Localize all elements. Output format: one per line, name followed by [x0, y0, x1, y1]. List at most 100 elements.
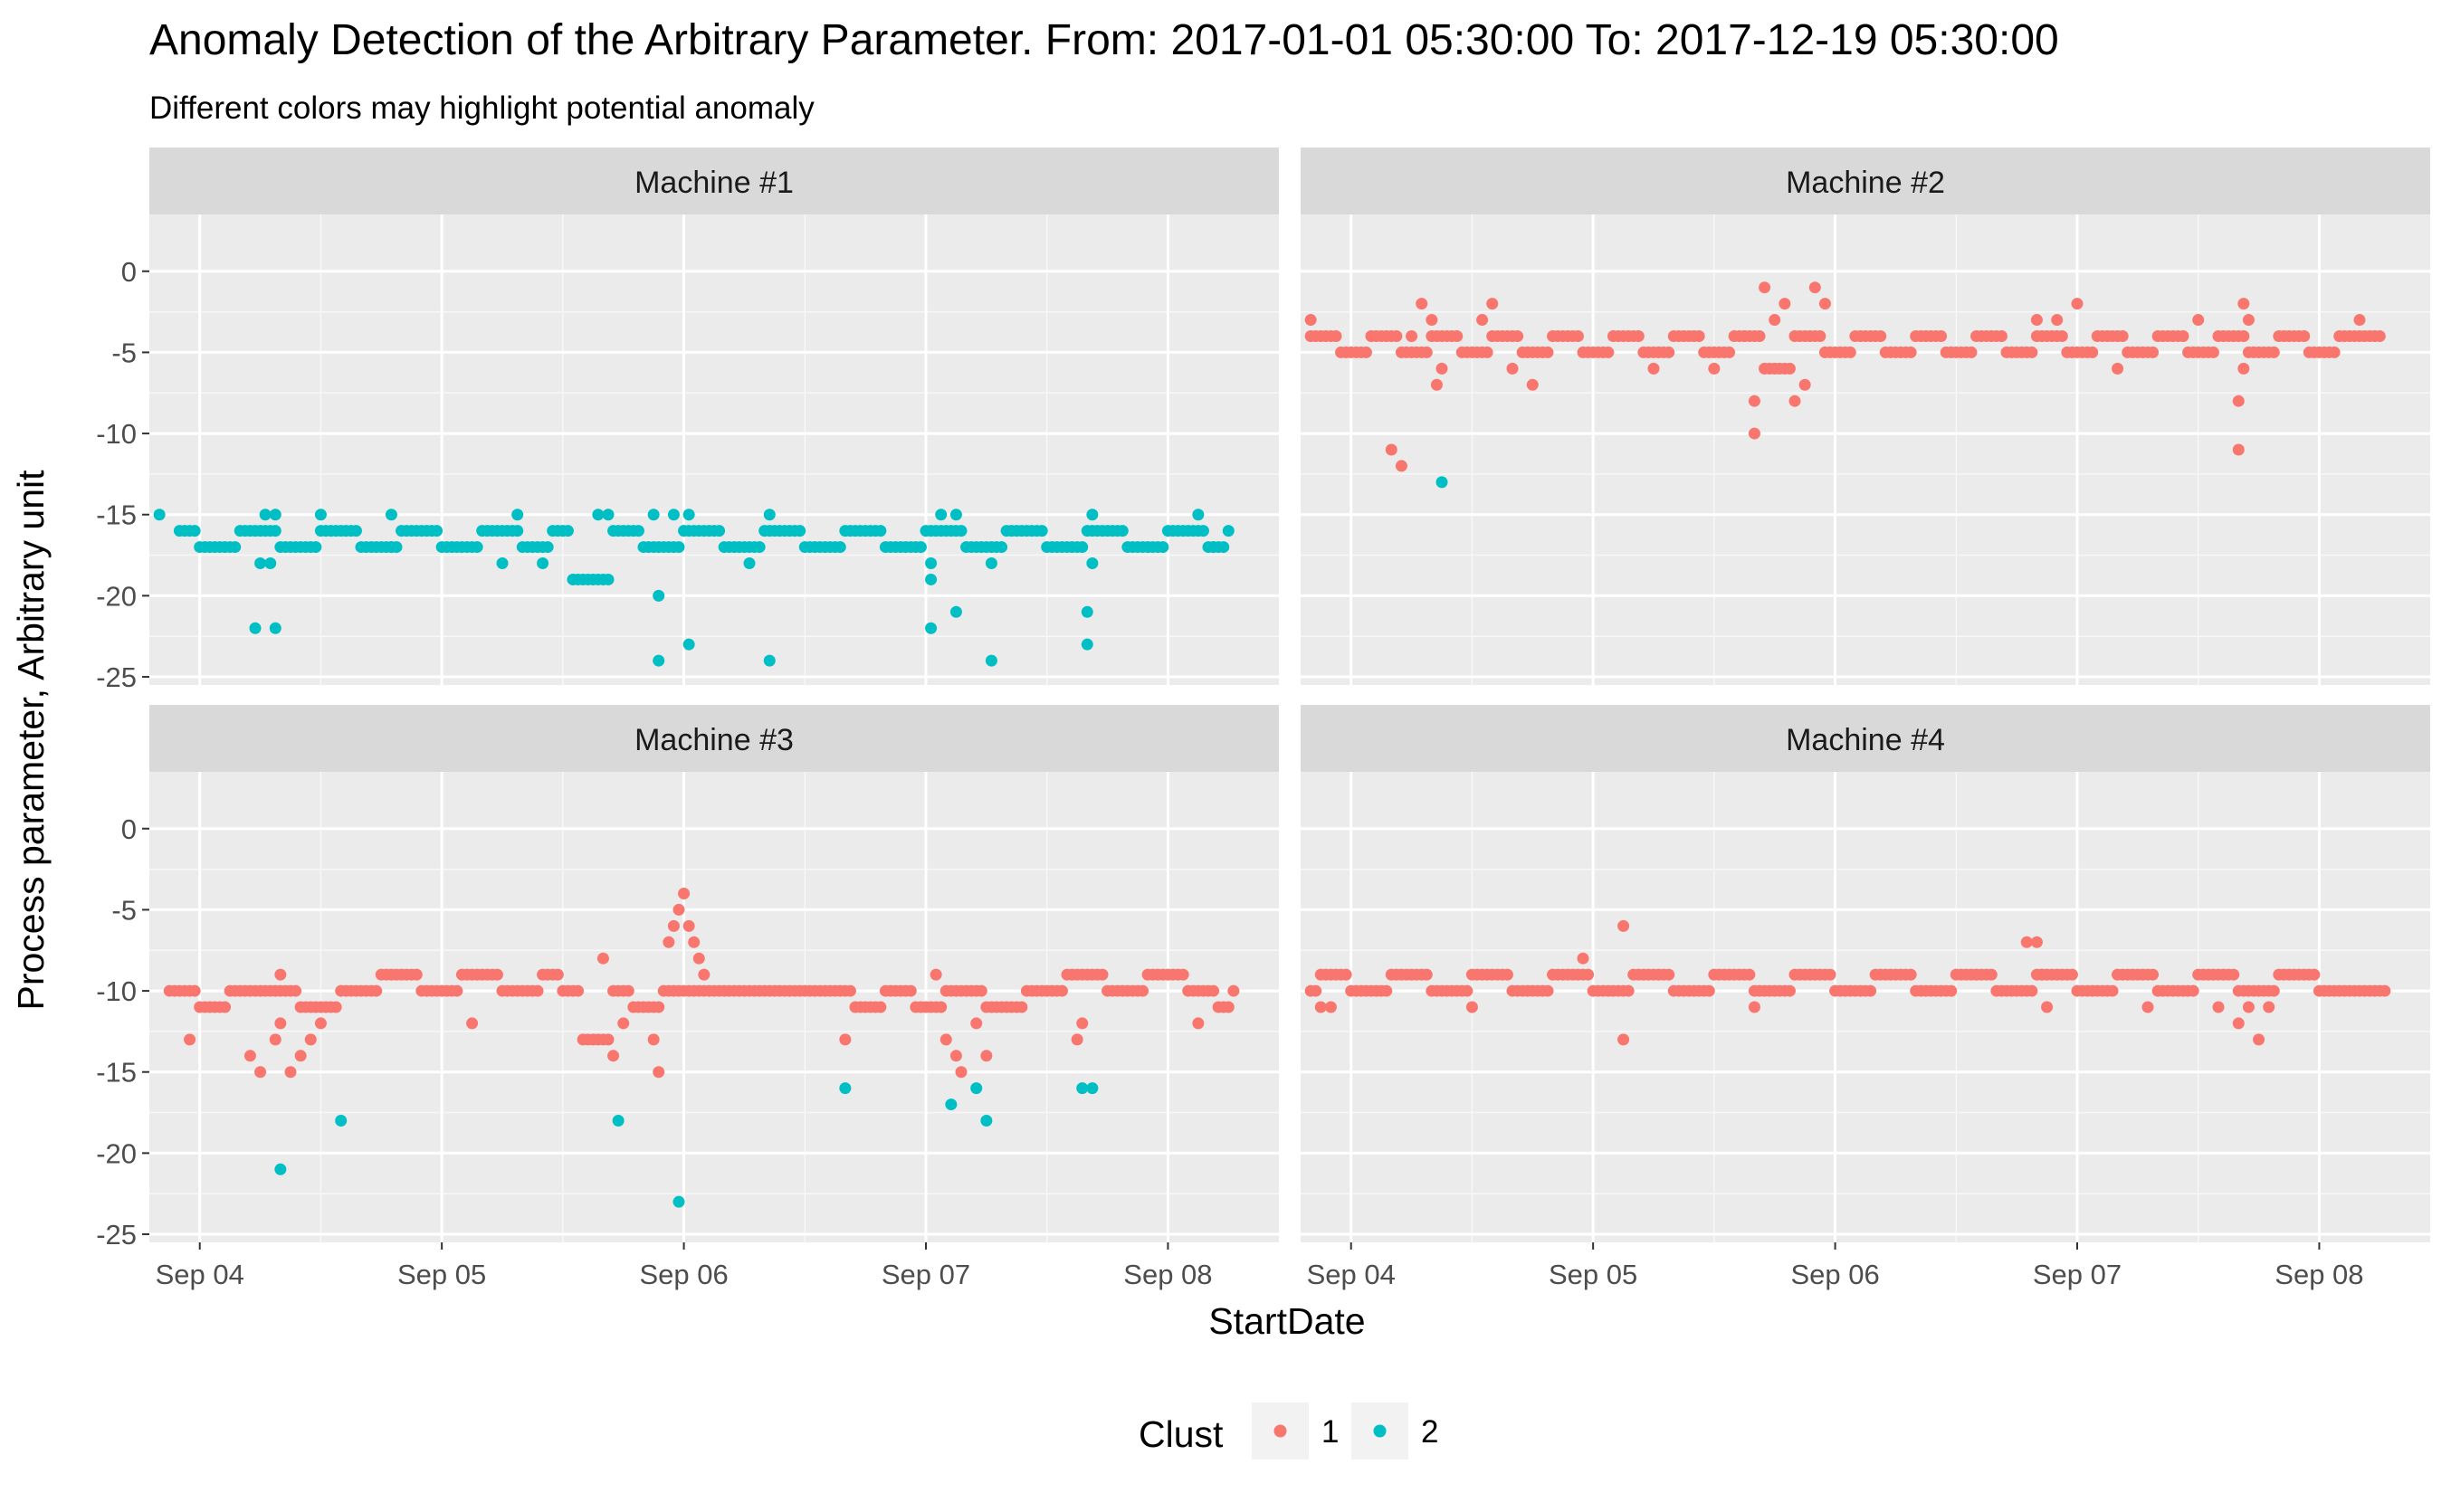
x-tick-label: Sep 04	[156, 1259, 244, 1290]
data-point-cluster-1	[531, 984, 544, 997]
panel-background	[1301, 772, 2430, 1242]
data-point-cluster-2	[612, 1115, 625, 1127]
data-point-cluster-1	[1359, 346, 1372, 358]
y-tick-label: -10	[96, 418, 137, 450]
data-point-cluster-1	[2147, 968, 2160, 981]
panel-strip	[149, 705, 1279, 772]
data-point-cluster-1	[1435, 362, 1448, 375]
data-point-cluster-1	[1617, 919, 1630, 932]
y-tick-label: -10	[96, 975, 137, 1007]
data-point-cluster-1	[491, 968, 503, 981]
data-point-cluster-1	[1541, 346, 1554, 358]
x-tick-label: Sep 06	[1790, 1259, 1879, 1290]
data-point-cluster-2	[269, 509, 281, 521]
panel-strip-label: Machine #4	[1786, 723, 1945, 757]
data-point-cluster-1	[622, 984, 634, 997]
data-point-cluster-1	[682, 919, 695, 932]
data-point-cluster-1	[2177, 329, 2189, 342]
data-point-cluster-1	[602, 1033, 615, 1046]
data-point-cluster-2	[1192, 509, 1205, 521]
data-point-cluster-1	[2065, 968, 2078, 981]
data-point-cluster-1	[1076, 1017, 1089, 1030]
panel: Machine #2	[1301, 147, 2430, 685]
data-point-cluster-2	[496, 557, 509, 570]
data-point-cluster-1	[254, 1066, 267, 1079]
panels-layer: Machine #1 0 -5 -10 -15 -20 -25 Machine #2 Machi…	[96, 147, 2430, 1290]
panel-strip-label: Machine #1	[634, 166, 794, 200]
data-point-cluster-1	[2308, 968, 2321, 981]
legend-item-label: 2	[1421, 1414, 1438, 1450]
panel-background	[149, 214, 1279, 685]
data-point-cluster-1	[2267, 984, 2280, 997]
data-point-cluster-1	[1617, 1033, 1630, 1046]
data-point-cluster-1	[1541, 984, 1554, 997]
data-point-cluster-1	[1864, 984, 1877, 997]
data-point-cluster-1	[1708, 362, 1721, 375]
data-point-cluster-1	[572, 984, 585, 997]
data-point-cluster-1	[219, 1001, 232, 1013]
data-point-cluster-1	[1798, 378, 1811, 391]
data-point-cluster-1	[1416, 298, 1428, 310]
data-point-cluster-1	[2253, 1033, 2265, 1046]
data-point-cluster-1	[551, 968, 564, 981]
y-tick-label: 0	[121, 256, 137, 288]
data-point-cluster-1	[617, 1017, 630, 1030]
data-point-cluster-1	[1622, 984, 1635, 997]
data-point-cluster-1	[678, 887, 691, 899]
data-point-cluster-2	[925, 622, 938, 634]
data-point-cluster-2	[1086, 1082, 1099, 1095]
data-point-cluster-2	[672, 541, 685, 554]
y-tick-label: -20	[96, 1137, 137, 1169]
data-point-cluster-1	[2232, 395, 2245, 407]
chart-subtitle: Different colors may highlight potential…	[149, 90, 815, 126]
data-point-cluster-2	[985, 654, 997, 667]
data-point-cluster-2	[763, 654, 776, 667]
data-point-cluster-1	[1769, 314, 1781, 327]
data-point-cluster-2	[949, 605, 962, 618]
data-point-cluster-1	[466, 1017, 479, 1030]
data-point-cluster-1	[949, 1050, 962, 1062]
data-point-cluster-1	[2328, 346, 2341, 358]
data-point-cluster-1	[1748, 1001, 1760, 1013]
data-point-cluster-1	[939, 1033, 952, 1046]
data-point-cluster-2	[1076, 541, 1089, 554]
data-point-cluster-2	[314, 509, 327, 521]
data-point-cluster-1	[1748, 427, 1760, 440]
data-point-cluster-1	[1207, 984, 1220, 997]
data-point-cluster-1	[2141, 1001, 2154, 1013]
data-point-cluster-1	[955, 1066, 968, 1079]
data-point-cluster-1	[284, 1066, 297, 1079]
data-point-cluster-1	[2030, 936, 2043, 948]
data-point-cluster-1	[1818, 298, 1831, 310]
data-point-cluster-2	[471, 541, 483, 554]
data-point-cluster-1	[1071, 1033, 1083, 1046]
data-point-cluster-1	[1055, 984, 1068, 997]
data-point-cluster-1	[1748, 395, 1760, 407]
data-point-cluster-1	[1663, 346, 1675, 358]
data-point-cluster-1	[2071, 298, 2084, 310]
data-point-cluster-2	[188, 525, 201, 537]
data-point-cluster-1	[1602, 346, 1615, 358]
data-point-cluster-2	[1197, 525, 1209, 537]
y-tick-label: -5	[111, 337, 137, 368]
data-point-cluster-1	[1222, 1001, 1235, 1013]
panel: Machine #4 Sep 04 Sep 05 Sep 06 Sep 07 Sep 08	[1301, 705, 2430, 1290]
data-point-cluster-2	[349, 525, 362, 537]
data-point-cluster-1	[904, 984, 917, 997]
data-point-cluster-1	[2237, 298, 2250, 310]
data-point-cluster-2	[743, 557, 756, 570]
data-point-cluster-1	[1663, 968, 1675, 981]
data-point-cluster-2	[229, 541, 242, 554]
data-point-cluster-1	[1426, 314, 1438, 327]
data-point-cluster-1	[2192, 314, 2205, 327]
data-point-cluster-2	[1157, 541, 1169, 554]
data-point-cluster-1	[1192, 1017, 1205, 1030]
y-tick-label: -25	[96, 1219, 137, 1250]
data-point-cluster-1	[980, 1050, 993, 1062]
data-point-cluster-2	[839, 1082, 852, 1095]
data-point-cluster-1	[2237, 329, 2250, 342]
data-point-cluster-2	[153, 509, 166, 521]
data-point-cluster-2	[1116, 525, 1129, 537]
